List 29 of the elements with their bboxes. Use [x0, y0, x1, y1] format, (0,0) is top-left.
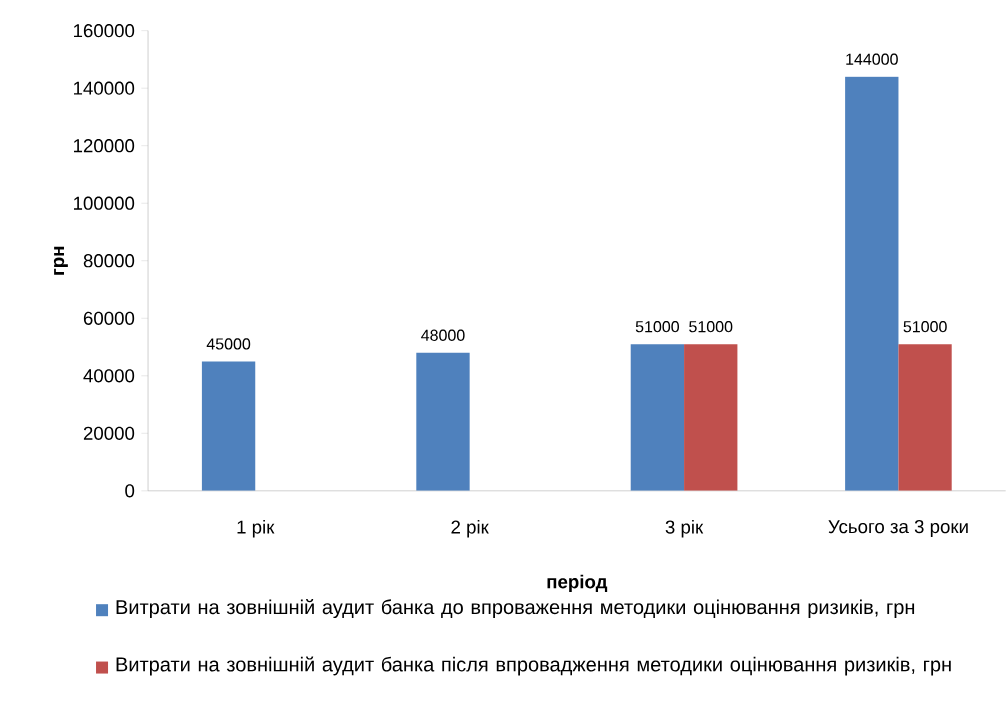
y-tick-label: 40000: [83, 369, 135, 383]
bar: [898, 344, 952, 492]
y-tick-label: 0: [125, 484, 135, 498]
x-tick-label: 2 рік: [451, 520, 489, 538]
y-axis-title: грн: [53, 247, 68, 275]
y-tick-label: 140000: [74, 81, 135, 96]
bar: [201, 361, 256, 492]
x-tick-label: Усього за 3 роки: [828, 520, 968, 538]
legend-label: Витрати на зовнішній аудит банка до впроваження методики оцінювання ризиків, грн: [116, 599, 915, 619]
y-tick-label: 20000: [83, 426, 135, 441]
data-label: 45000: [206, 338, 251, 350]
legend-label: Витрати на зовнішній аудит банка після впровадження методики оцінювання ризиків, грн: [116, 656, 951, 676]
data-label: 144000: [846, 53, 898, 66]
x-tick-label: 3 рік: [665, 520, 704, 538]
y-tick-label: 160000: [74, 24, 135, 38]
bar: [845, 76, 899, 492]
bar: [684, 344, 738, 492]
bar: [416, 352, 470, 492]
data-label: 51000: [635, 321, 680, 333]
data-label: 51000: [689, 321, 733, 333]
y-tick-label: 80000: [83, 254, 135, 268]
data-label: 51000: [903, 321, 947, 333]
data-label: 48000: [421, 329, 465, 342]
y-tick-label: 100000: [74, 196, 135, 211]
y-tick-label: 60000: [83, 311, 135, 326]
x-axis-title: період: [547, 574, 608, 593]
x-tick-label: 1 рік: [237, 520, 275, 538]
y-tick-label: 120000: [74, 139, 135, 153]
bar: [630, 344, 685, 492]
